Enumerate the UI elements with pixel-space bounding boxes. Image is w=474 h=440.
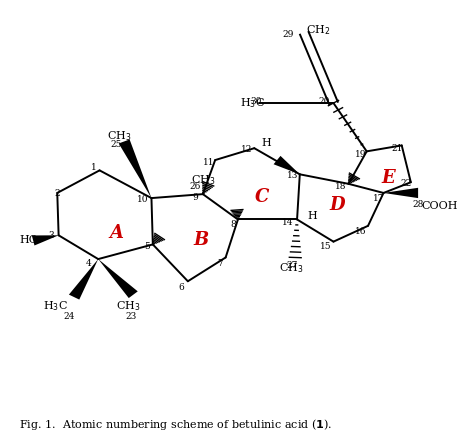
- Text: COOH: COOH: [422, 201, 458, 211]
- Text: H$_3$C: H$_3$C: [240, 96, 265, 110]
- Text: CH$_3$: CH$_3$: [107, 129, 132, 143]
- Polygon shape: [383, 188, 418, 198]
- Text: CH$_3$: CH$_3$: [191, 173, 215, 187]
- Text: H: H: [307, 210, 317, 220]
- Text: 25: 25: [110, 140, 122, 149]
- Text: 16: 16: [355, 227, 366, 236]
- Text: 24: 24: [64, 312, 75, 321]
- Text: 6: 6: [179, 283, 184, 293]
- Polygon shape: [69, 259, 98, 300]
- Text: 15: 15: [320, 242, 331, 251]
- Text: C: C: [255, 188, 269, 206]
- Text: 18: 18: [335, 182, 346, 191]
- Polygon shape: [273, 156, 300, 174]
- Text: 4: 4: [86, 259, 92, 268]
- Text: E: E: [381, 169, 395, 187]
- Polygon shape: [98, 259, 138, 298]
- Text: 8: 8: [230, 220, 236, 229]
- Text: 11: 11: [203, 158, 215, 167]
- Text: 2: 2: [55, 189, 60, 198]
- Text: 7: 7: [217, 259, 223, 268]
- Text: 26: 26: [190, 182, 201, 191]
- Polygon shape: [32, 235, 59, 246]
- Text: CH$_2$: CH$_2$: [306, 24, 331, 37]
- Text: 9: 9: [192, 193, 198, 202]
- Text: H: H: [262, 139, 272, 148]
- Text: 13: 13: [287, 171, 298, 180]
- Text: 21: 21: [392, 144, 403, 153]
- Text: H$_3$C: H$_3$C: [44, 299, 68, 313]
- Text: 30: 30: [250, 97, 262, 106]
- Text: 22: 22: [401, 180, 412, 188]
- Text: A: A: [109, 224, 123, 242]
- Text: 3: 3: [48, 231, 54, 240]
- Text: CH$_3$: CH$_3$: [279, 261, 304, 275]
- Text: D: D: [329, 196, 345, 214]
- Text: 10: 10: [137, 195, 148, 204]
- Text: 28: 28: [412, 200, 424, 209]
- Text: 12: 12: [241, 145, 253, 154]
- Text: 1: 1: [91, 163, 97, 172]
- Polygon shape: [118, 139, 152, 198]
- Text: 27: 27: [287, 261, 298, 270]
- Text: Fig. 1.  Atomic numbering scheme of betulinic acid ($\mathbf{1}$).: Fig. 1. Atomic numbering scheme of betul…: [19, 417, 332, 432]
- Text: 17: 17: [373, 194, 385, 202]
- Text: 29: 29: [283, 30, 294, 39]
- Text: 23: 23: [126, 312, 137, 321]
- Text: CH$_3$: CH$_3$: [116, 300, 140, 313]
- Text: HO: HO: [19, 235, 38, 246]
- Text: 20: 20: [319, 97, 330, 106]
- Text: 19: 19: [355, 150, 366, 159]
- Text: 5: 5: [144, 242, 150, 251]
- Text: B: B: [193, 231, 208, 249]
- Text: 14: 14: [282, 218, 294, 227]
